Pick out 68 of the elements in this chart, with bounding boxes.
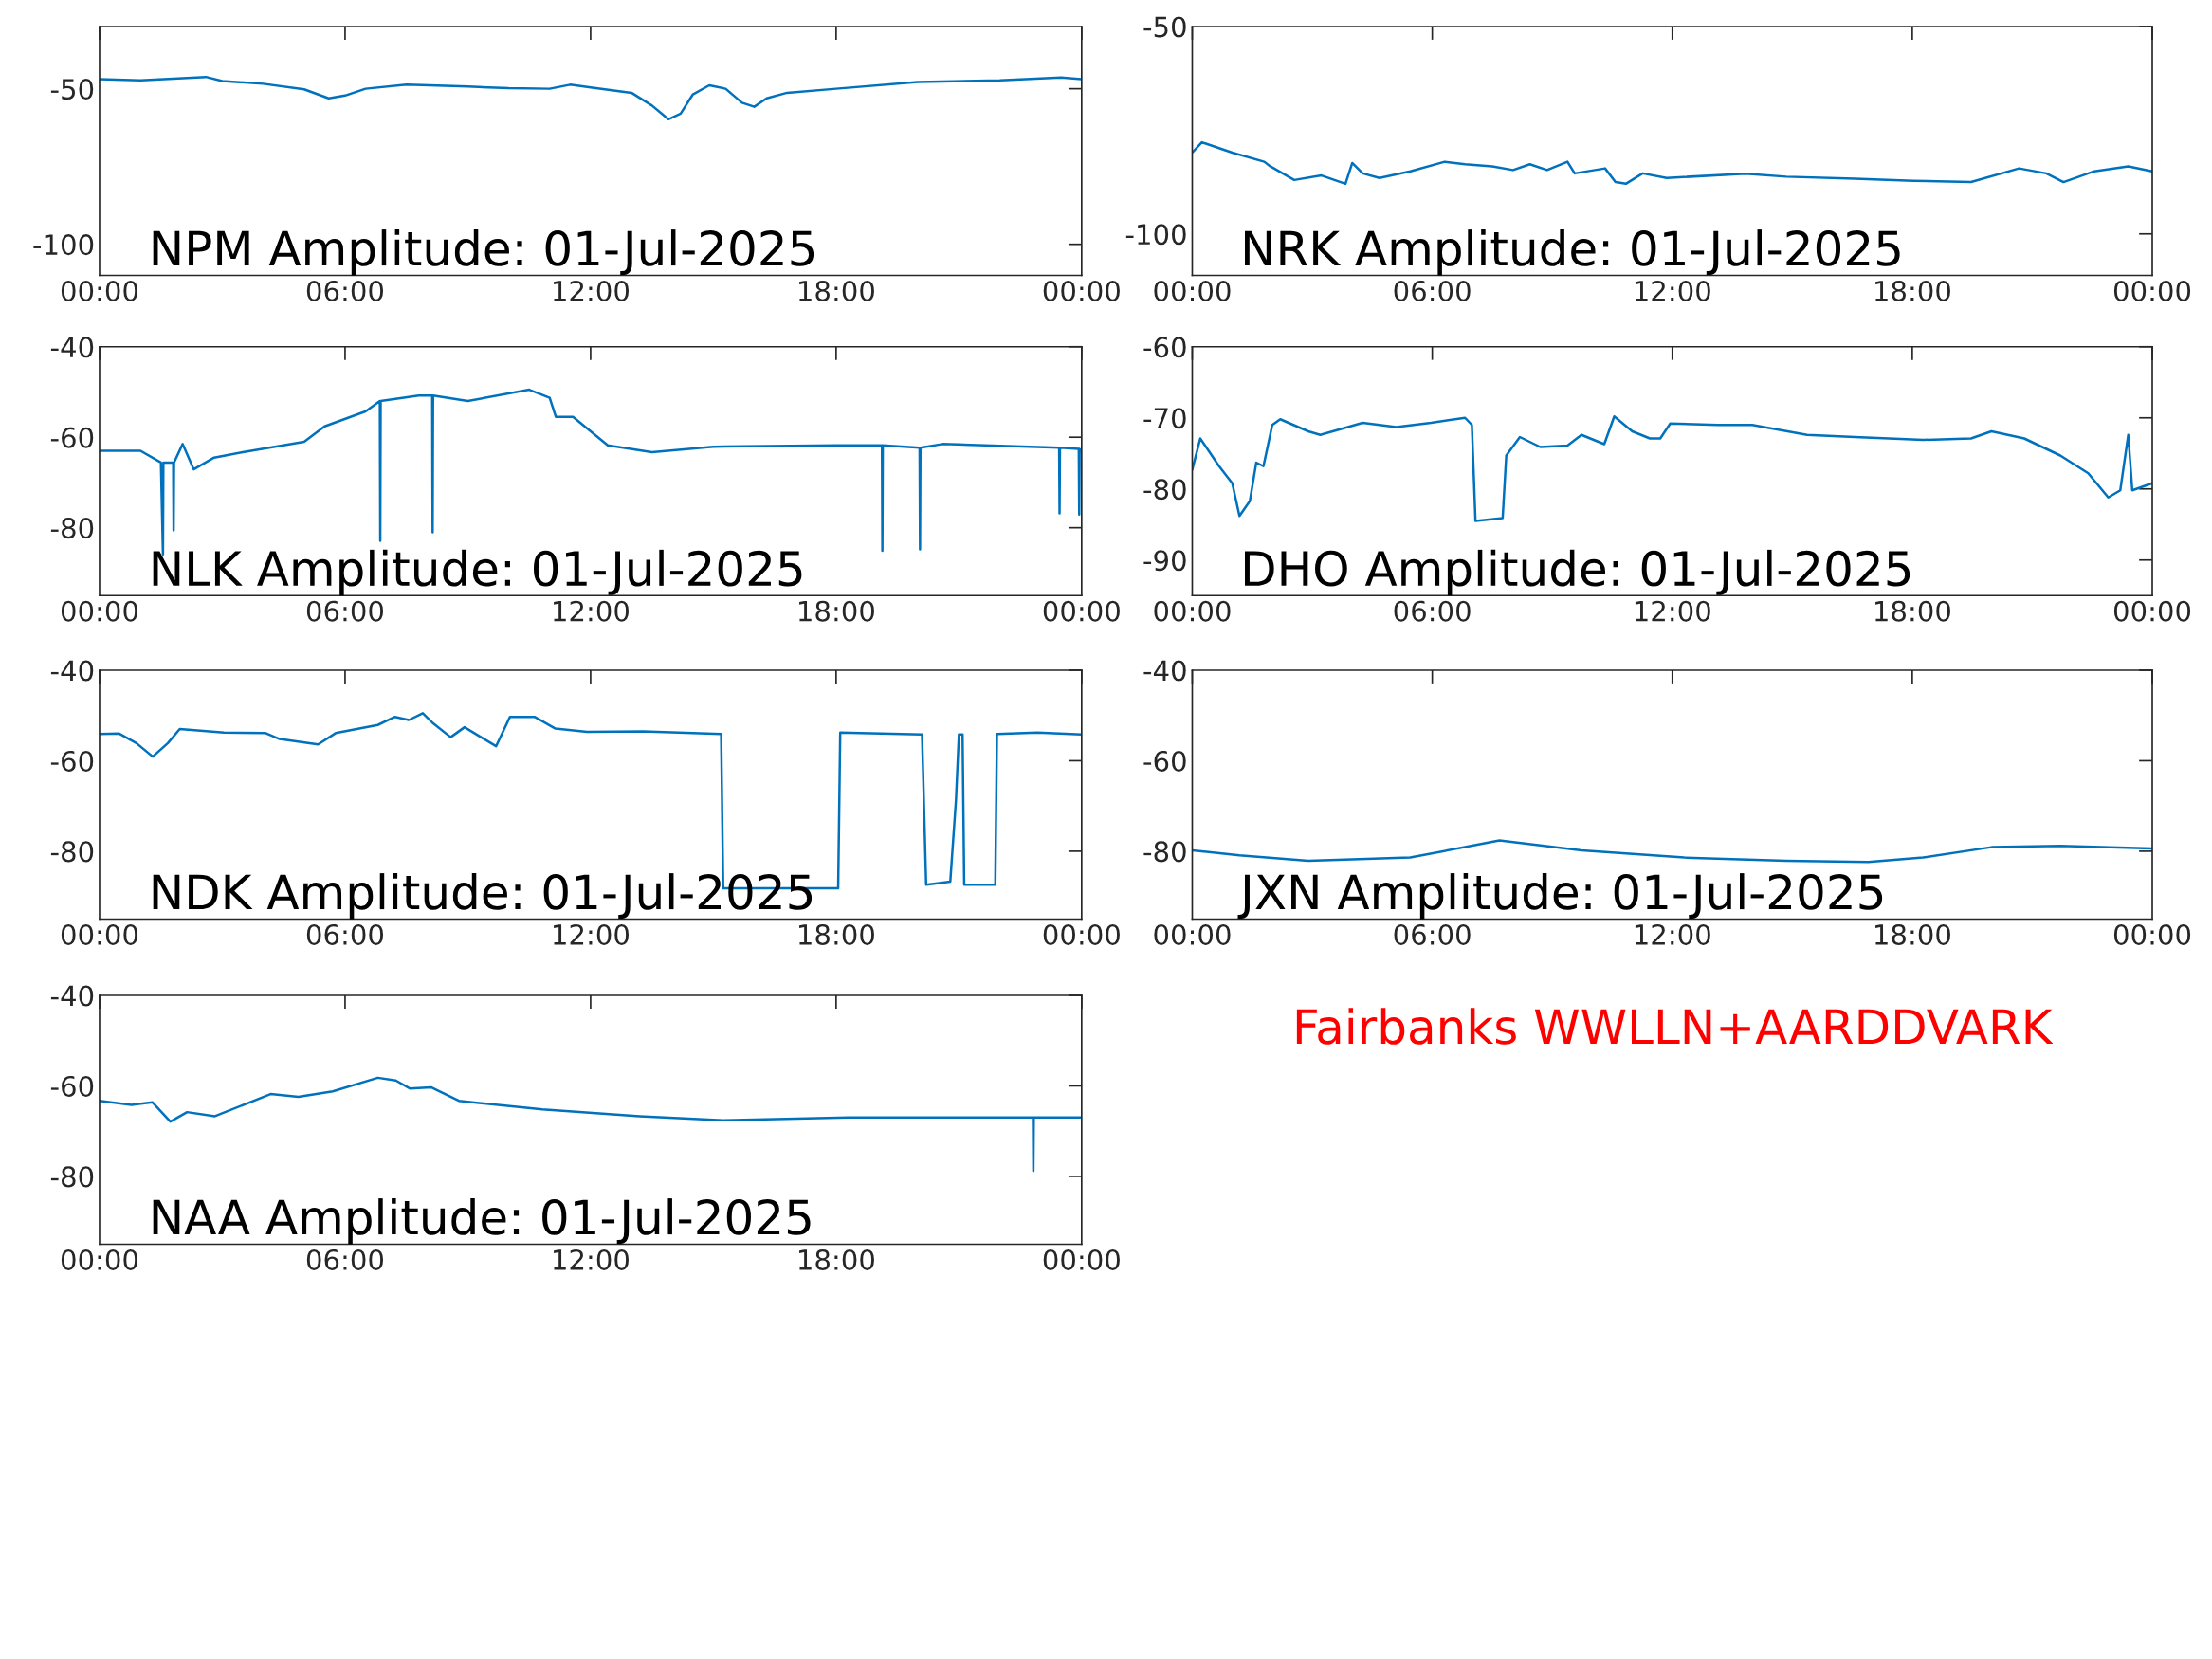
x-tick-label: 12:00 (1635, 600, 1710, 622)
y-tick-label: -60 (50, 427, 94, 448)
text: NRK Amplitude: 01-Jul-2025 (1245, 229, 1900, 276)
text: DHO Amplitude: 01-Jul-2025 (1245, 549, 1910, 596)
line-series (99, 1076, 1082, 1173)
x-tick-label: 18:00 (799, 923, 874, 945)
x-tick-label: 06:00 (306, 600, 384, 622)
y-tick-label: -60 (1143, 337, 1186, 358)
y-tick-label: -60 (50, 1075, 94, 1097)
y-tick-label: -80 (1143, 479, 1186, 501)
x-tick-label: 18:00 (799, 280, 874, 301)
y-tick-label: -40 (50, 337, 94, 358)
y-tick-label: -80 (50, 518, 94, 539)
x-tick-label: 12:00 (1635, 923, 1710, 945)
x-tick-label: 00:00 (61, 1249, 138, 1270)
x-tick-label: 18:00 (1875, 280, 1950, 301)
x-tick-label: 12:00 (554, 600, 629, 622)
line-series (1192, 839, 2153, 864)
text: NDK Amplitude: 01-Jul-2025 (153, 873, 813, 920)
line-series (1192, 415, 2153, 522)
x-tick-label: 00:00 (1043, 600, 1120, 622)
y-tick-label: -40 (50, 660, 94, 682)
y-tick-label: -100 (33, 234, 94, 256)
x-tick-label: 06:00 (1394, 923, 1471, 945)
x-tick-label: 12:00 (554, 1249, 629, 1270)
line-series (99, 75, 1082, 121)
x-tick-label: 00:00 (1043, 280, 1120, 301)
y-tick-label: -90 (1143, 550, 1186, 572)
line-series (1192, 140, 2153, 186)
text: Fairbanks WWLLN+AARDDVARK (1296, 1008, 2054, 1045)
x-tick-label: 06:00 (1394, 600, 1471, 622)
y-tick-label: -40 (1143, 660, 1186, 682)
y-tick-label: -50 (50, 79, 94, 100)
x-tick-label: 00:00 (2113, 600, 2191, 622)
x-tick-label: 06:00 (306, 280, 384, 301)
text: NLK Amplitude: 01-Jul-2025 (153, 549, 802, 596)
x-tick-label: 06:00 (306, 923, 384, 945)
y-tick-label: -80 (50, 841, 94, 863)
x-tick-label: 00:00 (1043, 923, 1120, 945)
x-tick-label: 18:00 (1875, 923, 1950, 945)
text: NPM Amplitude: 01-Jul-2025 (153, 229, 814, 276)
text: NAA Amplitude: 01-Jul-2025 (153, 1198, 811, 1245)
y-tick-label: -70 (1143, 408, 1186, 429)
y-tick-label: -50 (1143, 16, 1186, 38)
x-tick-label: 12:00 (1635, 280, 1710, 301)
x-tick-label: 00:00 (1154, 280, 1231, 301)
x-tick-label: 00:00 (1043, 1249, 1120, 1270)
x-tick-label: 00:00 (61, 280, 138, 301)
x-tick-label: 00:00 (1154, 600, 1231, 622)
x-tick-label: 00:00 (1154, 923, 1231, 945)
x-tick-label: 18:00 (799, 1249, 874, 1270)
x-tick-label: 00:00 (61, 923, 138, 945)
x-tick-label: 00:00 (2113, 280, 2191, 301)
x-tick-label: 18:00 (799, 600, 874, 622)
x-tick-label: 18:00 (1875, 600, 1950, 622)
y-tick-label: -40 (50, 985, 94, 1007)
text: JXN Amplitude: 01-Jul-2025 (1237, 873, 1883, 920)
x-tick-label: 00:00 (61, 600, 138, 622)
x-tick-label: 06:00 (1394, 280, 1471, 301)
y-tick-label: -60 (50, 750, 94, 772)
y-tick-label: -60 (1143, 750, 1186, 772)
x-tick-label: 00:00 (2113, 923, 2191, 945)
y-tick-label: -80 (1143, 841, 1186, 863)
x-tick-label: 12:00 (554, 280, 629, 301)
x-tick-label: 06:00 (306, 1249, 384, 1270)
y-tick-label: -100 (1125, 224, 1186, 246)
y-tick-label: -80 (50, 1166, 94, 1188)
x-tick-label: 12:00 (554, 923, 629, 945)
